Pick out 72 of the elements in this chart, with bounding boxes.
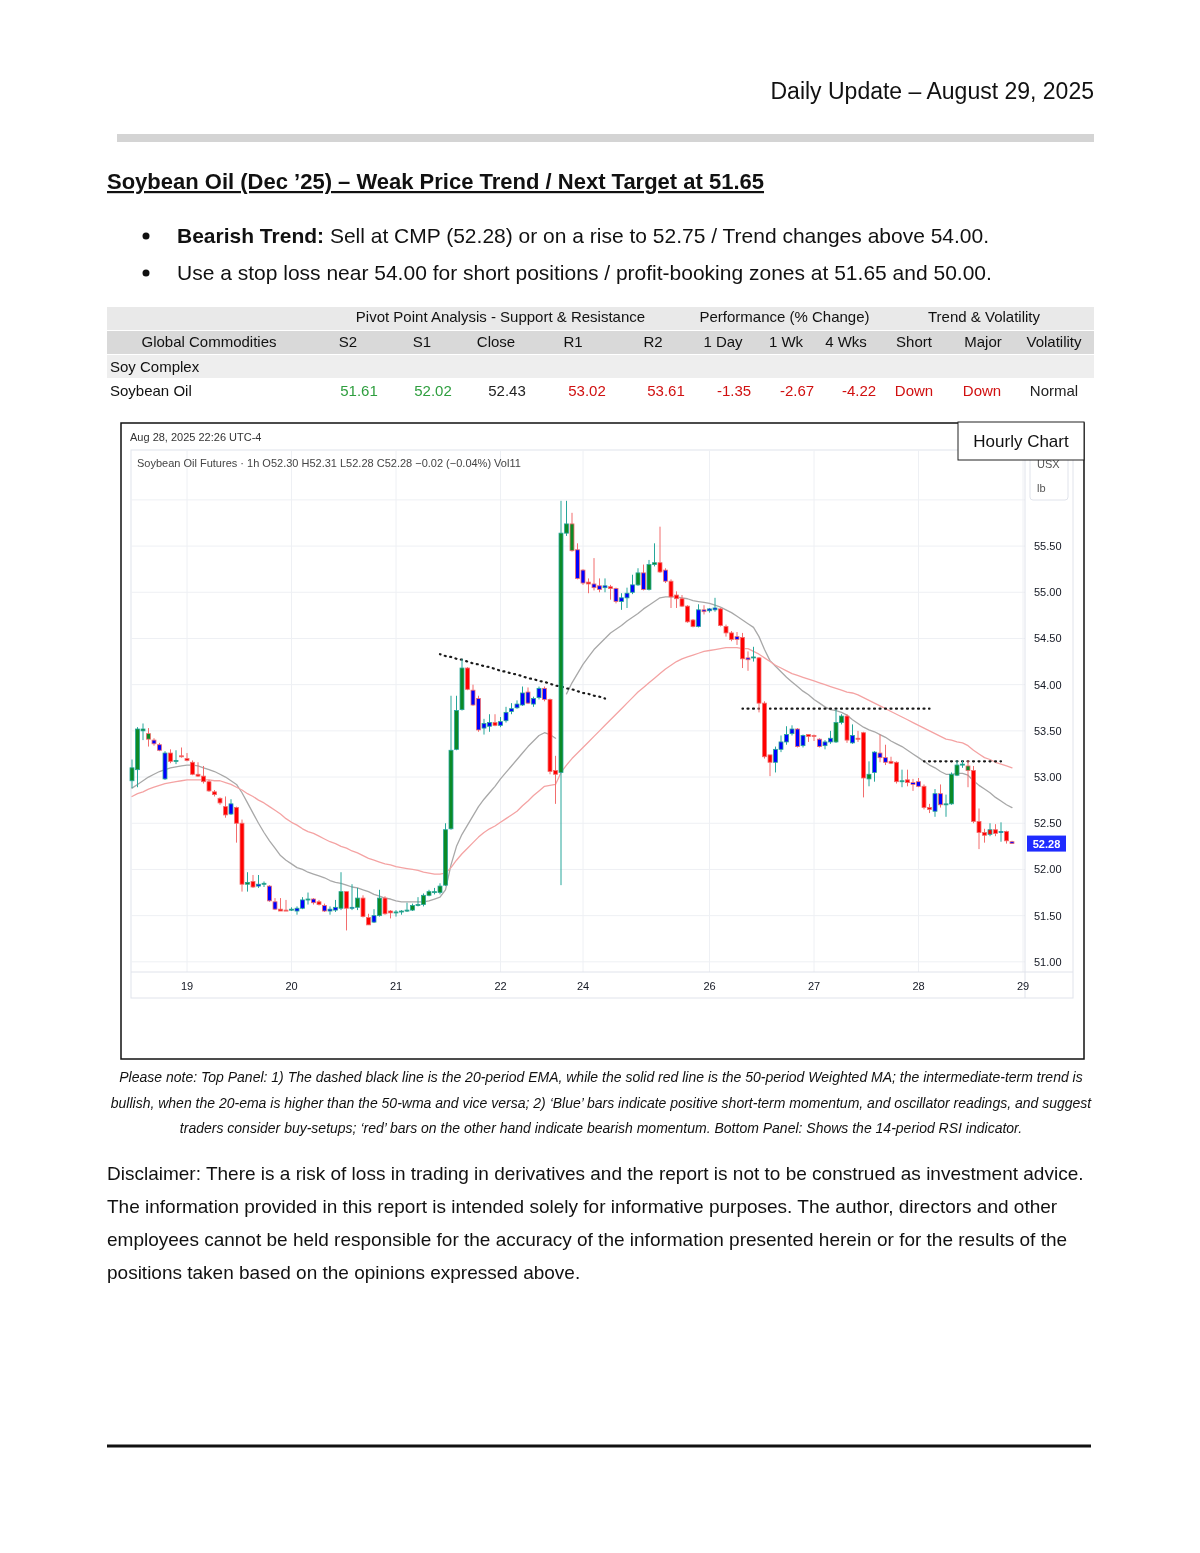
text: Down xyxy=(962,382,1002,399)
x-tick-label: 26 xyxy=(703,980,716,992)
candlestick xyxy=(184,752,190,762)
category-label: 1 Wk xyxy=(768,333,804,350)
candlestick xyxy=(250,874,256,889)
candlestick xyxy=(173,749,179,765)
x-tick-label: 20 xyxy=(285,980,298,992)
x-tick-label: 28 xyxy=(912,980,925,992)
y-tick-label: 53.50 xyxy=(1034,724,1062,737)
y-tick-label: 54.00 xyxy=(1034,678,1062,691)
text: 52.02 xyxy=(414,382,452,399)
text: 51.61 xyxy=(340,382,378,399)
candlestick xyxy=(492,713,498,727)
text: -4.22 xyxy=(841,382,877,399)
text: -1.35 xyxy=(716,382,752,399)
y-tick-label: 55.50 xyxy=(1034,540,1062,553)
category-label: Soy Complex xyxy=(110,358,200,375)
text: Please note: Top Panel: 1) The dashed black line is the 20-period EMA, while the solid red line is the 50-period Weighted MA; the intermediate-term trend is bullish, when the 20-ema is higher than the 50-wma and vice versa; 2) ‘Blue’ bars indicate positive short-term momentum, and oscillator readings, and suggest traders consider buy-setups; ‘red’ bars on the other hand indicate bearish momentum. Bottom Panel: Shows the 14-period RSI indicator. xyxy=(110,1069,1093,1136)
y-tick-label: 51.50 xyxy=(1034,909,1062,922)
chart-subtitle: Aug 28, 2025 22:26 UTC-4 xyxy=(130,431,262,443)
category-label: S1 xyxy=(412,333,432,350)
x-tick-label: 29 xyxy=(1016,980,1030,992)
text: Soybean Oil (Dec ’25) – Weak Price Trend / Next Target at 51.65 xyxy=(107,169,765,194)
text: 53.61 xyxy=(647,382,685,399)
text: Global Commodities xyxy=(141,333,277,350)
text: Pivot Point Analysis - Support & Resistance xyxy=(355,308,646,325)
chart-title: Hourly Chart xyxy=(973,432,1069,451)
text: Disclaimer: There is a risk of loss in trading in derivatives and the report is not to be construed as investment advice. The information provided in this report is intended solely for informative purposes. The author, directors and other employees cannot be held responsible for the accuracy of the information presented herein or for the results of the positions taken based on the opinions expressed above. xyxy=(107,1163,1084,1283)
annotation: 52.28 xyxy=(1032,837,1061,850)
y-tick-label: 55.00 xyxy=(1034,586,1062,599)
category-label: S2 xyxy=(338,333,358,350)
candlestick xyxy=(245,871,250,893)
text: Use a stop loss near 54.00 for short positions / profit-booking zones at 51.65 and 50.00. xyxy=(177,261,992,284)
y-tick-label: 51.00 xyxy=(1034,955,1062,968)
text: Performance (% Change) xyxy=(699,308,870,325)
annotation: Soybean Oil Futures · 1h O52.30 H52.31 L52.28 C52.28 −0.02 (−0.04%) Vol11 xyxy=(137,457,521,469)
x-tick-label: 24 xyxy=(576,980,590,992)
category-label: 4 Wks xyxy=(825,333,867,350)
text: 52.43 xyxy=(488,382,526,399)
y-axis-title: USX lb xyxy=(1037,458,1061,494)
text: Normal xyxy=(1029,382,1079,399)
text: Bearish Trend: Sell at CMP (52.28) or on a rise to 52.75 / Trend changes above 54.00. xyxy=(177,224,990,247)
x-tick-label: 27 xyxy=(807,980,821,992)
category-label: Soybean Oil xyxy=(110,382,192,399)
x-tick-label: 22 xyxy=(494,980,507,992)
y-tick-label: 54.50 xyxy=(1034,632,1062,645)
x-tick-label: 19 xyxy=(180,980,194,992)
candlestick xyxy=(998,821,1004,843)
text: -2.67 xyxy=(779,382,815,399)
category-label: 1 Day xyxy=(703,333,744,350)
y-tick-label: 53.00 xyxy=(1034,771,1062,784)
text: Daily Update – August 29, 2025 xyxy=(770,78,1094,104)
category-label: Major xyxy=(964,333,1002,350)
category-label: Volatility xyxy=(1026,333,1083,350)
y-tick-label: 52.00 xyxy=(1034,863,1062,876)
candlestick xyxy=(866,760,872,787)
x-tick-label: 21 xyxy=(389,980,403,992)
candlestick xyxy=(899,769,905,788)
category-label: Short xyxy=(896,333,933,350)
text: 53.02 xyxy=(568,382,606,399)
candlestick xyxy=(223,795,228,819)
candlestick xyxy=(179,746,184,759)
candlestick xyxy=(344,891,349,931)
text: Trend & Volatility xyxy=(928,308,1041,325)
category-label: R1 xyxy=(563,333,583,350)
text: Down xyxy=(894,382,934,399)
candlestick xyxy=(641,564,646,591)
category-label: Close xyxy=(476,333,516,350)
y-tick-label: 52.50 xyxy=(1034,817,1062,830)
line-series xyxy=(438,653,607,700)
candlestick xyxy=(850,723,855,745)
category-label: R2 xyxy=(643,333,663,350)
